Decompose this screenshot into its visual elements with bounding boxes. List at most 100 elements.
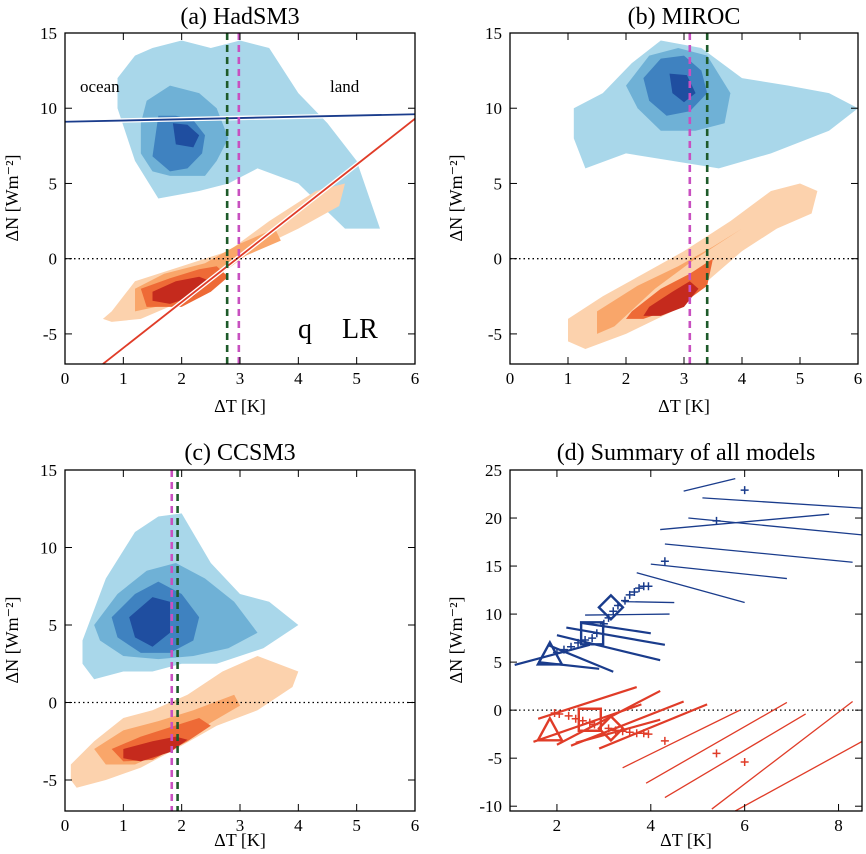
panel-d-ytick-label: 0 (494, 701, 503, 720)
panel-d-ylabel: ΔN [Wm⁻²] (446, 597, 466, 684)
panel-b-lr-contour-level-4 (643, 281, 699, 316)
panel-d-lr-point (604, 724, 613, 733)
panel-d-lr-point (555, 709, 564, 718)
panel-d-q-model-line (702, 497, 862, 509)
panel-c-xtick-label: 2 (177, 816, 186, 835)
panel-c-vlines (170, 470, 179, 811)
panel-d-q-point (660, 557, 669, 566)
panel-a-lr-contour-level-4 (152, 276, 211, 304)
panel-c-lr-contour-level-4 (123, 736, 188, 762)
panel-b-ylabel: ΔN [Wm⁻²] (446, 155, 466, 242)
panel-d-xtick-label: 8 (834, 816, 843, 835)
panel-d-q-point (588, 634, 597, 643)
panel-b-lr-contour-level-2 (597, 228, 742, 334)
panel-c-ytick-label: 10 (40, 539, 57, 558)
panel-b-contours (568, 40, 858, 349)
panel-d-q-point (592, 629, 601, 638)
panel-d-q-point (712, 516, 721, 525)
panel-a-xtick-label: 3 (236, 369, 245, 388)
panel-d-lr-point (639, 729, 648, 738)
panel-c-ylabel: ΔN [Wm⁻²] (2, 597, 22, 684)
panel-a-xlabel: ΔT [K] (214, 396, 266, 416)
panel-d-lr-model-line (664, 713, 807, 799)
panel-d-q-point (625, 590, 634, 599)
panel-d-q-model-line (650, 563, 787, 580)
panel-d-q-diamond-marker (597, 593, 625, 622)
panel-a-q-contour-level-1 (117, 40, 380, 229)
panel-d-q-triangle-marker (535, 639, 564, 666)
panel-b-xtick-label: 0 (506, 369, 515, 388)
panel-d-q-point (644, 582, 653, 591)
panel-a-hadsm3: (a) HadSM3 ocean land q LR 0 1 2 3 4 5 6 -5 0 5 10… (2, 4, 419, 416)
panel-c-xtick-label: 5 (352, 816, 361, 835)
panel-c-axes: 0 1 2 3 4 5 6 -5 0 5 10 15 (40, 461, 419, 835)
panel-b-plot-area (510, 33, 858, 364)
panel-a-q-contour-level-4 (172, 123, 200, 148)
panel-d-q-point (609, 607, 618, 616)
panel-b-ytick-label: 15 (485, 24, 502, 43)
panel-d-q-square-marker (579, 621, 605, 646)
panel-c-xtick-label: 3 (236, 816, 245, 835)
panel-b-ytick-label: -5 (488, 325, 502, 344)
panel-b-xtick-label: 6 (854, 369, 863, 388)
panel-d-ytick-label: 15 (485, 557, 502, 576)
panel-a-axes: 0 1 2 3 4 5 6 -5 0 5 10 15 (40, 24, 419, 388)
panel-d-q-point (567, 642, 576, 651)
panel-d-ytick-label: 20 (485, 509, 502, 528)
panel-d-q-model-line (636, 572, 745, 604)
panel-c-xtick-label: 1 (119, 816, 128, 835)
land-label: land (330, 77, 360, 96)
panel-a-ylabel: ΔN [Wm⁻²] (2, 155, 22, 242)
panel-a-ytick-label: 5 (49, 174, 58, 193)
panel-a-xtick-label: 6 (411, 369, 420, 388)
panel-a-fit-lines (65, 111, 415, 364)
panel-d-q-point (581, 636, 590, 645)
panel-c-ytick-label: 5 (49, 616, 58, 635)
panel-a-ytick-label: -5 (43, 325, 57, 344)
panel-b-xtick-label: 2 (622, 369, 631, 388)
panel-c-xtick-label: 4 (294, 816, 303, 835)
panel-d-lr-point (625, 728, 634, 737)
panel-d-lr-point (590, 720, 599, 729)
panel-d-q-model-line (580, 621, 651, 635)
panel-d-lr-point (564, 711, 573, 720)
panel-d-lr-model-line (622, 709, 741, 769)
panel-c-plot-area (65, 470, 415, 811)
panel-d-axes: 2 4 6 8 -10 -5 0 5 10 15 20 25 (479, 461, 862, 835)
panel-d-q-point (630, 587, 639, 596)
panel-a-ytick-label: 15 (40, 24, 57, 43)
panel-c-ytick-label: 15 (40, 461, 57, 480)
panel-a-plot-area (65, 33, 415, 364)
panel-d-lr-point (611, 726, 620, 735)
panel-d-q-model-line (660, 513, 830, 531)
panel-d-ytick-label: -5 (488, 749, 502, 768)
panel-b-xtick-label: 3 (680, 369, 689, 388)
panel-a-title: (a) HadSM3 (180, 4, 299, 30)
panel-d-ytick-label: 25 (485, 461, 502, 480)
panel-b-ytick-label: 5 (494, 174, 503, 193)
lr-label: LR (342, 314, 378, 345)
panel-d-lr-triangle-marker (535, 715, 564, 742)
panel-d-lr-point (644, 730, 653, 739)
panel-d-q-point (635, 584, 644, 593)
panel-d-lr-point (578, 716, 587, 725)
panel-d-lr-model-line (711, 700, 854, 810)
panel-c-xtick-label: 6 (411, 816, 420, 835)
panel-d-ytick-label: 10 (485, 605, 502, 624)
panel-c-ccsm3: (c) CCSM3 0 1 2 3 4 5 6 -5 0 5 10 15 ΔT [K] ΔN [Wm⁻… (2, 440, 419, 850)
panel-a-xtick-label: 2 (177, 369, 186, 388)
panel-d-lr-point (740, 758, 749, 767)
panel-b-xtick-label: 1 (564, 369, 573, 388)
panel-d-q-model-line (622, 600, 675, 604)
panel-d-q-model-line (664, 543, 853, 563)
panel-c-xlabel: ΔT [K] (214, 830, 266, 850)
panel-d-xtick-label: 2 (553, 816, 562, 835)
panel-c-title: (c) CCSM3 (184, 440, 295, 466)
panel-d-summary: (d) Summary of all models 2 4 6 8 -10 -5 0 5 10 1… (446, 440, 863, 850)
panel-d-q-model-line (547, 643, 614, 673)
panel-a-xtick-label: 5 (352, 369, 361, 388)
panel-a-contours (102, 40, 380, 322)
panel-d-xtick-label: 6 (740, 816, 749, 835)
panel-d-lr-point (660, 736, 669, 745)
panel-c-ytick-label: 0 (49, 694, 58, 713)
